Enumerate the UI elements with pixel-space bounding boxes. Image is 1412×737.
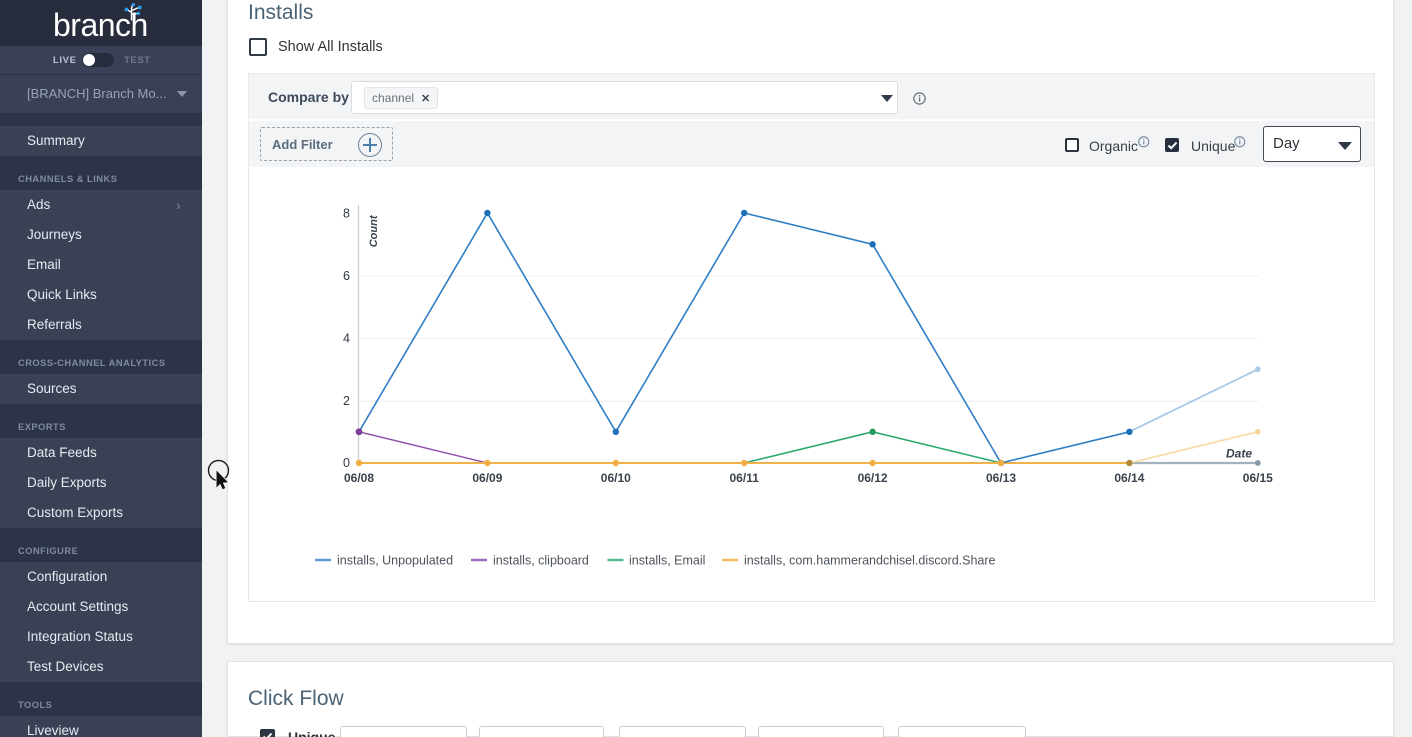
svg-text:4: 4 [343,332,350,346]
svg-text:6: 6 [343,269,350,283]
svg-text:06/08: 06/08 [344,471,374,485]
svg-text:installs, clipboard: installs, clipboard [493,554,589,568]
svg-text:Date: Date [1226,447,1252,461]
svg-text:06/12: 06/12 [858,471,888,485]
svg-text:2: 2 [343,394,350,408]
svg-text:8: 8 [343,207,350,221]
svg-text:installs, Email: installs, Email [629,554,705,568]
svg-text:installs, Unpopulated: installs, Unpopulated [337,554,453,568]
svg-text:Count: Count [368,214,380,247]
svg-text:06/14: 06/14 [1114,471,1144,485]
svg-text:06/09: 06/09 [472,471,502,485]
svg-text:06/10: 06/10 [601,471,631,485]
svg-text:0: 0 [343,456,350,470]
svg-text:06/11: 06/11 [730,471,760,485]
svg-text:06/13: 06/13 [986,471,1016,485]
svg-text:installs, com.hammerandchisel.: installs, com.hammerandchisel.discord.Sh… [744,554,996,568]
svg-text:06/15: 06/15 [1243,471,1273,485]
